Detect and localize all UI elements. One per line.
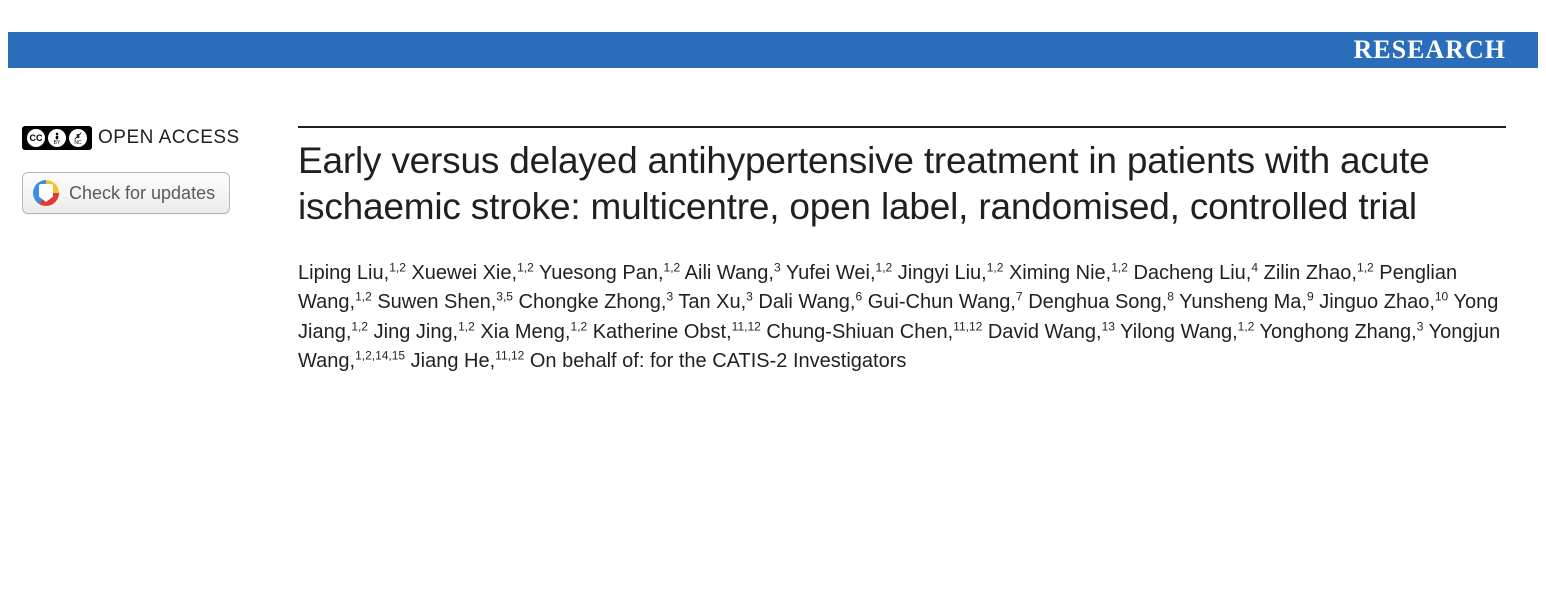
author-affiliation: 1,2 xyxy=(1111,260,1128,274)
open-access-label: OPEN ACCESS xyxy=(98,127,240,149)
author-affiliation: 11,12 xyxy=(495,349,524,363)
author-affiliation: 13 xyxy=(1102,319,1115,333)
check-for-updates-label: Check for updates xyxy=(69,183,215,204)
author-affiliation: 9 xyxy=(1307,289,1314,303)
author-affiliation: 11,12 xyxy=(732,319,761,333)
author-affiliation: 1,2 xyxy=(351,319,368,333)
author-affiliation: 4 xyxy=(1251,260,1258,274)
left-sidebar: CC BY $ NC OPEN ACCESS Check for updates xyxy=(8,126,298,377)
author-affiliation: 1,2 xyxy=(389,260,406,274)
author-affiliation: 10 xyxy=(1435,289,1448,303)
author-list: Liping Liu,1,2 Xuewei Xie,1,2 Yuesong Pa… xyxy=(298,259,1506,377)
author-affiliation: 1,2 xyxy=(355,289,372,303)
author-affiliation: 8 xyxy=(1167,289,1174,303)
section-label: RESEARCH xyxy=(1354,35,1506,65)
cc-by-nc-icon: CC BY $ NC xyxy=(22,126,92,150)
author-affiliation: 3 xyxy=(1417,319,1424,333)
open-access-badge: CC BY $ NC OPEN ACCESS xyxy=(22,126,298,150)
article-title: Early versus delayed antihypertensive tr… xyxy=(298,138,1506,231)
author-affiliation: 3,5 xyxy=(496,289,513,303)
author-affiliation: 3 xyxy=(666,289,673,303)
crossmark-icon xyxy=(33,180,59,206)
author-affiliation: 6 xyxy=(855,289,862,303)
nc-icon: $ NC xyxy=(69,129,87,147)
author-affiliation: 1,2 xyxy=(987,260,1004,274)
author-affiliation: 1,2 xyxy=(458,319,475,333)
author-affiliation: 3 xyxy=(774,260,781,274)
author-affiliation: 1,2,14,15 xyxy=(355,349,405,363)
author-affiliation: 1,2 xyxy=(1357,260,1374,274)
author-affiliation: 1,2 xyxy=(1238,319,1255,333)
author-affiliation: 11,12 xyxy=(953,319,982,333)
check-for-updates-button[interactable]: Check for updates xyxy=(22,172,230,214)
author-affiliation: 1,2 xyxy=(570,319,587,333)
by-icon: BY xyxy=(48,129,66,147)
author-affiliation: 1,2 xyxy=(876,260,893,274)
author-affiliation: 7 xyxy=(1016,289,1023,303)
author-affiliation: 1,2 xyxy=(664,260,681,274)
content-row: CC BY $ NC OPEN ACCESS Check for updates… xyxy=(0,126,1546,377)
section-banner: RESEARCH xyxy=(8,32,1538,68)
article-header: Early versus delayed antihypertensive tr… xyxy=(298,126,1538,377)
title-rule xyxy=(298,126,1506,128)
author-affiliation: 3 xyxy=(746,289,753,303)
cc-icon: CC xyxy=(27,129,45,147)
author-affiliation: 1,2 xyxy=(517,260,534,274)
